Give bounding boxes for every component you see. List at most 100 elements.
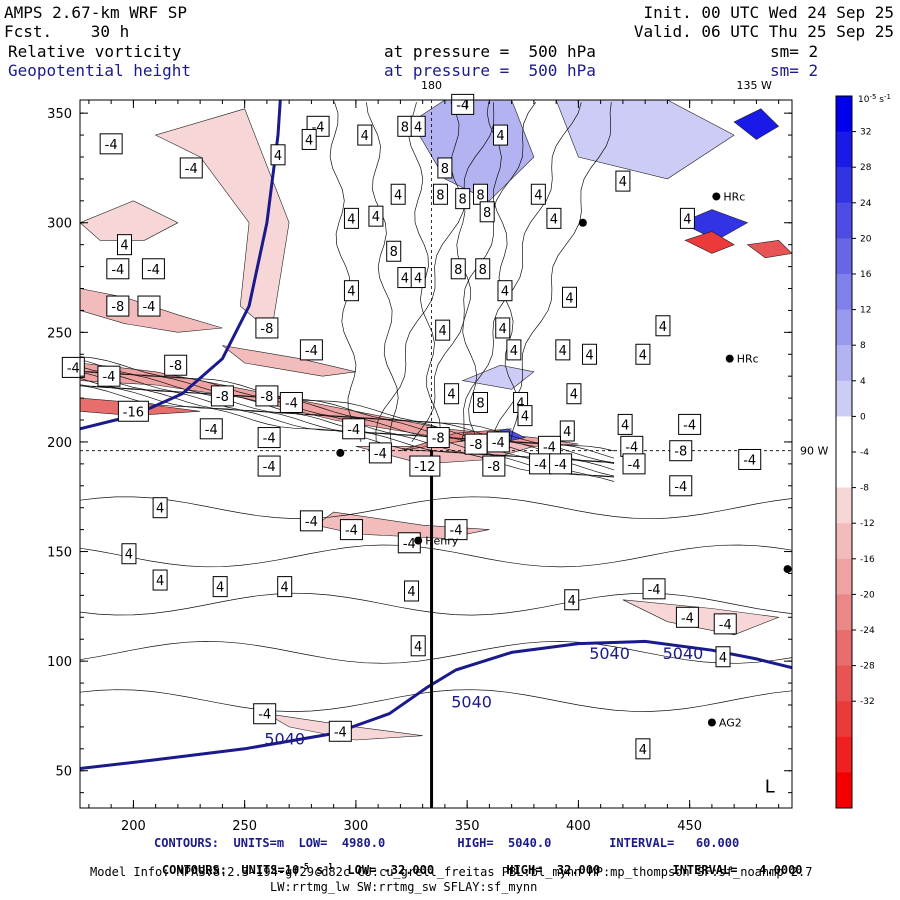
label-text: -8 [470,438,483,453]
contour-value-label: 4 [635,343,651,365]
label-box [426,427,450,449]
label-text: -4 [743,453,756,468]
label-text: 4 [496,129,504,144]
label-box [117,400,149,422]
label-box [622,453,646,475]
label-text: -4 [625,440,638,455]
label-box [253,703,277,725]
contour-value-label: -8 [255,385,279,407]
vorticity-contour [408,102,441,442]
station-name: HRc [723,190,745,203]
footer-units-s: s [308,863,324,877]
colorbar-level: -4 [860,448,869,458]
height-contour-5040 [80,639,792,770]
contour-value-label: -4 [342,418,366,440]
label-box [655,315,671,337]
contour-value-label: -4 [339,519,363,541]
axes-layer: 200 250 300 350 400 450 50 100 150 200 250 300 350 [47,100,792,834]
contour-value-label: 4 [617,413,633,435]
field2-smoothing: sm= 2 [770,61,819,80]
label-text: -4 [263,432,276,447]
vorticity-region [80,200,179,241]
label-text: -8 [674,445,687,460]
label-text: 4 [120,239,128,254]
colorbar-level: 16 [860,270,872,280]
contour-value-label: -4 [257,427,281,449]
colorbar-swatch [836,274,852,311]
colorbar-swatch [836,380,852,417]
label-box [343,207,359,229]
contour-value-label: -4 [486,431,510,453]
label-text: -4 [374,447,387,462]
label-text: 4 [521,410,529,425]
footer-units-exp: -5 [299,862,309,871]
contour-value-label: -4 [678,413,702,435]
colorbar-level: 24 [860,199,872,209]
label-box [486,431,510,453]
label-text: -8 [169,359,182,374]
contour-value-label: -4 [451,93,475,115]
colorbar-units-exp: -5 [869,93,876,101]
contour-value-label: -4 [199,418,223,440]
label-text: -4 [205,423,218,438]
label-box [493,124,509,146]
colorbar-level: 32 [860,128,871,138]
vorticity-contour [486,102,520,442]
contour-value-label: -8 [106,295,130,317]
label-text: 4 [683,212,691,227]
label-text: 4 [447,388,455,403]
contour-value-label: 4 [277,576,293,598]
contour-value-label: 4 [343,207,359,229]
label-box [257,455,281,477]
label-box [339,519,363,541]
label-box [450,258,466,280]
station-marker [578,218,587,227]
label-box [444,383,460,405]
label-text: 4 [501,285,509,300]
label-text: -4 [456,98,469,113]
station-marker [783,565,792,574]
label-box [562,286,577,308]
contour-value-label: 4 [301,128,317,150]
contour-value-label: -4 [257,455,281,477]
label-box [432,183,448,205]
contour-value-label: 8 [455,188,471,210]
label-text: -8 [487,460,500,475]
colorbar-swatch [836,452,852,489]
contour-value-label: -4 [61,356,85,378]
label-text: 4 [719,651,727,666]
label-text: -4 [334,725,347,740]
contour-value-label: -4 [642,578,666,600]
contour-value-label: 4 [357,124,373,146]
vorticity-contour [80,544,792,568]
colorbar-level: -24 [860,626,875,636]
label-text: -4 [263,460,276,475]
label-box [210,385,234,407]
vorticity-region [684,231,735,254]
contour-value-label: 4 [444,383,460,405]
contour-value-label: 4 [121,543,137,565]
label-box [137,295,161,317]
label-box [141,258,165,280]
label-text: -4 [111,263,124,278]
contour-value-label: -4 [620,435,644,457]
label-box [342,418,366,440]
contour-value-label: -4 [137,295,161,317]
contour-value-label: -8 [426,427,450,449]
footer-units-prefix: CONTOURS: UNITS=10 [161,863,300,877]
label-box [279,391,303,413]
label-text: 8 [476,396,484,411]
contour-value-label: -4 [253,703,277,725]
station-marker [707,718,716,727]
label-text: -4 [67,361,80,376]
contour-value-label: -4 [713,613,737,635]
label-text: 4 [394,188,402,203]
vorticity-contour [461,102,582,442]
longitude-label: 135 W [736,79,771,92]
vorticity-region [154,108,290,333]
y-tick-label: 350 [47,107,72,122]
label-box [357,124,373,146]
vorticity-region [411,100,535,202]
label-text: 4 [619,175,627,190]
contour-value-label: 4 [435,319,451,341]
